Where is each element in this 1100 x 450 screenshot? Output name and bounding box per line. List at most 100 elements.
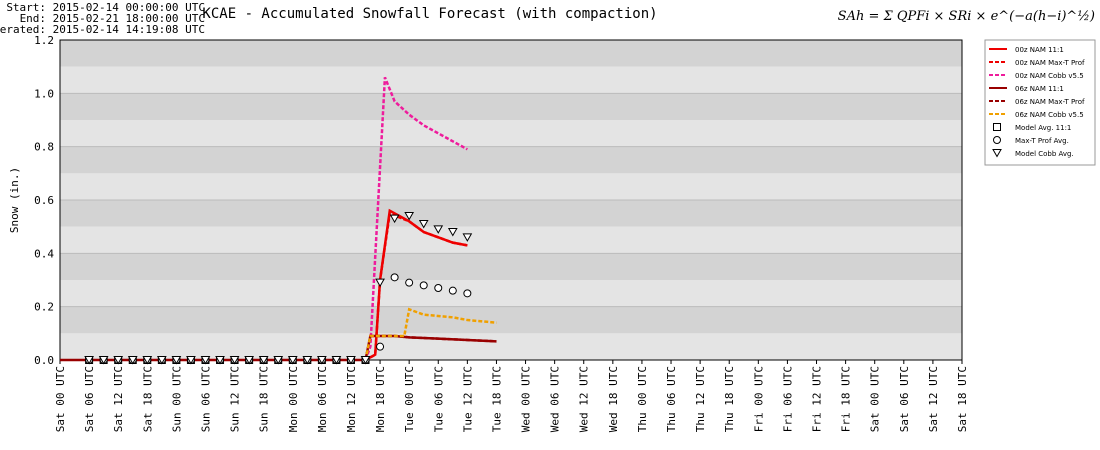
x-tick-label: Sun 00 UTC	[170, 366, 183, 432]
y-tick-label: 0.2	[34, 301, 54, 314]
x-tick-label: Sun 12 UTC	[229, 366, 242, 432]
marker-circle	[993, 136, 1001, 144]
x-tick-label: Thu 06 UTC	[665, 366, 678, 432]
x-tick-label: Sat 18 UTC	[141, 366, 154, 432]
x-tick-label: Fri 12 UTC	[811, 366, 824, 432]
x-tick-label: Thu 18 UTC	[723, 366, 736, 432]
legend-item: 00z NAM 11:1	[989, 46, 1064, 54]
legend-item: 06z NAM 11:1	[989, 85, 1064, 93]
x-tick-label: Sat 12 UTC	[927, 366, 940, 432]
x-tick-label: Sun 06 UTC	[199, 366, 212, 432]
marker-triangle	[433, 225, 444, 234]
marker-triangle	[244, 356, 254, 365]
marker-circle	[376, 342, 385, 351]
x-tick-label: Wed 00 UTC	[520, 366, 533, 432]
marker-triangle	[215, 356, 225, 365]
marker-triangle	[302, 356, 313, 365]
info-generated: Generated: 2015-02-14 14:19:08 UTC	[0, 23, 205, 36]
band	[60, 93, 962, 120]
marker-triangle	[273, 356, 284, 365]
legend-box	[984, 39, 1096, 166]
legend-label: 00z NAM Cobb v5.5	[1015, 72, 1084, 80]
marker-triangle	[229, 356, 240, 365]
legend-label: Max-T Prof Avg.	[1015, 137, 1069, 145]
x-tick-label: Sat 06 UTC	[83, 366, 96, 432]
marker-triangle	[462, 233, 473, 242]
x-tick-label: Fri 06 UTC	[781, 366, 794, 432]
band	[60, 226, 962, 254]
series-line	[60, 334, 497, 362]
x-tick-label: Sun 18 UTC	[258, 366, 271, 432]
y-tick-label: 0.0	[34, 354, 54, 367]
y-tick-label: 0.6	[34, 194, 54, 207]
marker-triangle	[171, 356, 182, 365]
marker-triangle	[404, 212, 415, 221]
y-tick-label: 0.4	[34, 247, 54, 260]
y-tick-label: 0.8	[34, 141, 54, 154]
x-tick-label: Tue 06 UTC	[432, 366, 445, 432]
x-tick-label: Wed 06 UTC	[549, 366, 562, 432]
series-line	[364, 307, 497, 361]
marker-triangle	[84, 356, 94, 365]
legend-item: 00z NAM Max-T Prof	[989, 59, 1085, 67]
band	[60, 253, 962, 280]
marker-triangle	[113, 356, 124, 365]
band	[60, 120, 962, 147]
band	[60, 200, 962, 227]
band	[60, 40, 962, 67]
marker-triangle	[287, 356, 298, 365]
marker-triangle	[418, 220, 429, 229]
x-tick-label: Tue 12 UTC	[461, 366, 474, 432]
x-tick-label: Wed 18 UTC	[607, 366, 620, 432]
band	[60, 66, 962, 94]
legend-label: 00z NAM Max-T Prof	[1015, 59, 1085, 67]
legend-item: 06z NAM Max-T Prof	[989, 98, 1085, 106]
marker-triangle	[375, 278, 385, 288]
legend-label: Model Cobb Avg.	[1015, 150, 1074, 158]
x-tick-label: Mon 06 UTC	[316, 366, 329, 432]
x-tick-label: Sat 18 UTC	[956, 366, 969, 432]
legend-item: Model Avg. 11:1	[993, 123, 1071, 132]
legend-label: 06z NAM Cobb v5.5	[1015, 111, 1084, 119]
formula: SAh = Σ QPFi × SRi × e^(−a(h−i)^½)	[838, 9, 1095, 24]
marker-triangle	[127, 356, 138, 365]
band	[60, 280, 962, 307]
legend-item: 00z NAM Cobb v5.5	[989, 72, 1084, 80]
x-tick-label: Sat 12 UTC	[112, 366, 125, 432]
marker-triangle	[142, 356, 153, 365]
info-end: End: 2015-02-21 18:00:00 UTC	[20, 12, 205, 25]
info-start: Start: 2015-02-14 00:00:00 UTC	[6, 1, 205, 14]
marker-triangle	[346, 356, 356, 365]
band	[60, 306, 962, 334]
legend-label: 06z NAM 11:1	[1015, 85, 1064, 93]
x-tick-label: Sat 00 UTC	[869, 366, 882, 432]
legend-item: Model Cobb Avg.	[992, 149, 1074, 158]
marker-circle	[390, 273, 399, 282]
legend-label: 06z NAM Max-T Prof	[1015, 98, 1085, 106]
band	[60, 146, 962, 174]
marker-triangle	[389, 214, 400, 224]
x-tick-label: Fri 00 UTC	[752, 366, 765, 432]
marker-triangle	[98, 356, 109, 365]
band	[60, 173, 962, 200]
x-tick-label: Mon 12 UTC	[345, 366, 358, 432]
x-tick-label: Wed 12 UTC	[578, 366, 591, 432]
marker-square	[993, 123, 1001, 131]
x-tick-label: Thu 12 UTC	[694, 366, 707, 432]
series-line	[364, 76, 468, 361]
y-axis-label: Snow (in.)	[8, 167, 21, 233]
x-tick-label: Sat 06 UTC	[898, 366, 911, 432]
marker-circle	[405, 278, 414, 287]
marker-triangle	[360, 356, 371, 365]
marker-triangle	[156, 356, 167, 365]
x-tick-label: Fri 18 UTC	[840, 366, 853, 432]
y-tick-label: 1.0	[34, 87, 54, 100]
plot-frame	[59, 39, 963, 361]
band	[60, 333, 962, 360]
marker-circle	[434, 284, 443, 292]
x-tick-label: Mon 00 UTC	[287, 366, 300, 432]
marker-triangle	[992, 149, 1002, 158]
marker-circle	[463, 289, 472, 298]
marker-triangle	[317, 356, 327, 365]
